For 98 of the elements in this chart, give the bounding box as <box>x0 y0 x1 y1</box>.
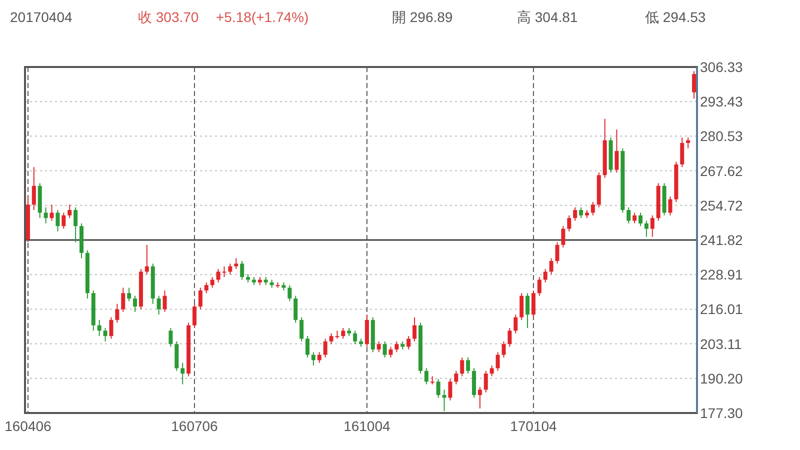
candlestick <box>97 319 102 337</box>
candlestick <box>168 327 173 348</box>
candlestick <box>323 338 328 358</box>
candlestick <box>133 295 138 312</box>
candlestick <box>644 220 648 238</box>
candlestick <box>388 346 393 358</box>
candlestick <box>466 356 470 374</box>
candlestick <box>121 287 126 312</box>
candlestick <box>180 362 185 385</box>
candlestick <box>50 204 54 222</box>
candlestick <box>531 290 536 318</box>
candlestick <box>412 316 417 342</box>
candlestick <box>300 316 304 342</box>
candlestick <box>406 336 411 350</box>
x-tick-label: 170104 <box>510 418 558 434</box>
text: 收 303.70 <box>138 9 199 25</box>
candlestick <box>394 340 399 353</box>
candlestick <box>537 276 542 296</box>
candlestick <box>32 166 36 211</box>
candlestick <box>156 295 161 316</box>
candlestick <box>692 70 696 100</box>
y-tick-label: 293.43 <box>700 94 744 110</box>
candlestick <box>127 287 132 302</box>
candlestick <box>454 370 458 385</box>
candlestick <box>204 282 208 294</box>
x-tick-label: 161004 <box>344 418 391 434</box>
candlestick <box>638 212 643 227</box>
x-tick-label: 160406 <box>4 418 52 434</box>
candlestick <box>311 352 316 366</box>
candlestick <box>448 378 452 401</box>
candlestick <box>514 314 518 334</box>
candlestick <box>240 260 244 280</box>
text: 低 294.53 <box>645 9 706 25</box>
candlestick <box>626 206 631 224</box>
y-tick-label: 190.20 <box>700 370 744 386</box>
candlestick <box>490 365 494 377</box>
candlestick <box>382 340 387 358</box>
candlestick <box>341 327 346 340</box>
y-tick-label: 254.72 <box>700 197 744 214</box>
candlestick <box>496 352 500 372</box>
candlestick <box>632 212 637 224</box>
candlestick <box>549 258 554 275</box>
candlestick <box>686 137 690 149</box>
candlestick <box>162 290 167 312</box>
candlestick <box>502 340 506 358</box>
y-tick-label: 280.53 <box>700 128 744 144</box>
candlestick <box>436 378 440 398</box>
chart-title: 20170404 <box>10 9 73 25</box>
candlestick <box>317 352 322 364</box>
candlestick <box>573 206 578 222</box>
candlestick <box>567 214 572 232</box>
y-tick-label: 228.91 <box>700 266 744 283</box>
y-tick-label: 267.62 <box>700 162 744 179</box>
candlestick <box>353 330 358 345</box>
candlestick <box>614 129 619 173</box>
candlestick <box>508 327 512 348</box>
candlestick <box>555 242 560 264</box>
text: 開 296.89 <box>392 9 453 25</box>
candlestick <box>590 201 595 216</box>
candlestick <box>526 292 530 328</box>
candlestick <box>376 340 381 353</box>
candlestick <box>234 258 238 270</box>
candlestick <box>68 204 72 219</box>
candlestick <box>115 303 120 324</box>
candlestick <box>478 386 482 409</box>
candlestick <box>74 206 78 243</box>
candlestick <box>198 287 202 310</box>
y-tick-label: 177.30 <box>700 405 744 421</box>
candlestick <box>424 368 428 385</box>
candlestick <box>484 370 488 393</box>
candlestick <box>442 389 446 412</box>
y-tick-label: 306.33 <box>700 59 744 75</box>
candlestick <box>305 336 310 358</box>
candlestick <box>210 276 214 288</box>
candlestick <box>288 284 292 302</box>
candlestick <box>668 196 672 216</box>
candlestick <box>62 212 66 230</box>
y-tick-label: 203.11 <box>700 336 742 352</box>
candlestick <box>44 206 48 224</box>
y-tick-label: 216.01 <box>700 301 744 318</box>
candlestick <box>650 214 654 238</box>
candlestick <box>103 327 108 342</box>
candlestick <box>192 303 196 328</box>
candlestick <box>228 263 232 275</box>
candlestick <box>294 295 298 324</box>
candlestick <box>109 316 114 340</box>
text: 高 304.81 <box>517 9 578 25</box>
candlestick <box>561 226 566 248</box>
y-tick-label: 241.82 <box>700 232 744 248</box>
candlestick <box>543 268 548 283</box>
candlestick <box>520 292 524 320</box>
candlestick <box>579 206 584 219</box>
text: +5.18(+1.74%) <box>216 9 309 25</box>
candlestick <box>460 356 464 377</box>
x-tick-label: 160706 <box>171 418 218 434</box>
candlestick <box>56 210 60 232</box>
candlestick <box>144 244 149 275</box>
candlestick <box>680 137 684 168</box>
